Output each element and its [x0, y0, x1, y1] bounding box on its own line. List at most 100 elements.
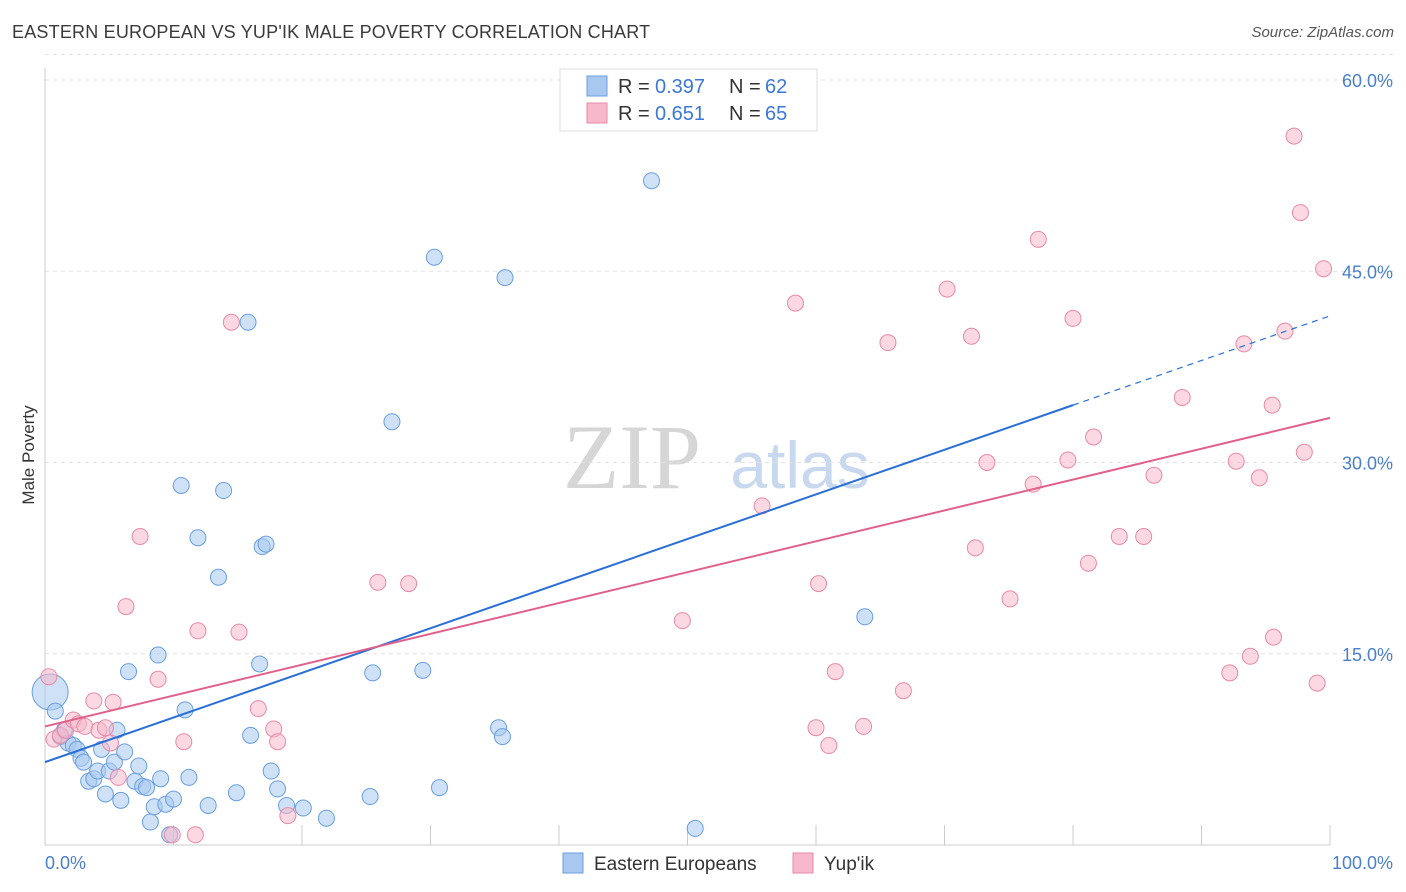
bottom-legend-swatch-yupik — [792, 852, 814, 874]
point-yupik — [85, 692, 103, 710]
point-yupik — [820, 737, 838, 755]
legend-r-value-1: 0.397 — [655, 76, 705, 98]
trend-line-extension-eastern-european — [1072, 315, 1331, 406]
legend-swatch-eastern-europeans — [586, 75, 608, 97]
point-yupik — [879, 334, 897, 352]
point-yupik — [96, 719, 114, 737]
point-yupik — [1110, 527, 1128, 545]
point-eastern-european — [493, 728, 511, 746]
x-tick-label-min: 0.0% — [45, 853, 86, 873]
legend-swatch-yupik — [586, 102, 608, 124]
point-eastern-european — [251, 655, 269, 673]
point-yupik — [1315, 260, 1333, 278]
point-yupik — [962, 327, 980, 345]
y-tick-label: 15.0% — [1342, 645, 1393, 665]
point-yupik — [40, 668, 58, 686]
trend-line-yupik — [44, 416, 1331, 728]
point-yupik — [1173, 388, 1191, 406]
point-eastern-european — [686, 819, 704, 837]
point-eastern-european — [130, 757, 148, 775]
point-yupik — [175, 733, 193, 751]
point-eastern-european — [430, 779, 448, 797]
point-eastern-european — [96, 785, 114, 803]
point-eastern-european — [189, 529, 207, 547]
point-yupik — [117, 598, 135, 616]
legend-n-label-1: N = — [729, 76, 761, 98]
y-tick-label: 60.0% — [1342, 71, 1393, 91]
point-yupik — [1227, 452, 1245, 470]
point-yupik — [978, 454, 996, 471]
point-yupik — [149, 670, 167, 688]
data-points — [31, 127, 1333, 844]
point-yupik — [786, 294, 804, 312]
point-yupik — [1135, 527, 1153, 545]
point-eastern-european — [425, 248, 443, 266]
watermark: ZIP atlas — [563, 406, 870, 508]
point-yupik — [163, 826, 181, 844]
point-eastern-european — [199, 796, 217, 814]
point-eastern-european — [180, 768, 198, 786]
bottom-legend-eastern-europeans: Eastern Europeans — [594, 854, 757, 875]
point-yupik — [1308, 674, 1326, 692]
point-yupik — [1250, 469, 1268, 487]
watermark-zip: ZIP — [563, 406, 701, 508]
point-eastern-european — [262, 762, 280, 780]
point-yupik — [1221, 664, 1239, 682]
point-yupik — [222, 313, 240, 331]
point-yupik — [1085, 428, 1103, 446]
legend-r-label-2: R = — [618, 103, 650, 125]
point-eastern-european — [361, 788, 379, 806]
point-eastern-european — [149, 646, 167, 664]
trend-lines — [44, 315, 1331, 764]
point-eastern-european — [172, 476, 190, 494]
point-yupik — [1295, 443, 1313, 461]
point-eastern-european — [75, 753, 93, 771]
point-eastern-european — [120, 663, 138, 681]
point-yupik — [807, 719, 825, 737]
point-yupik — [230, 623, 248, 641]
point-eastern-european — [496, 269, 514, 287]
y-tick-label: 30.0% — [1342, 454, 1393, 474]
point-eastern-european — [116, 743, 134, 761]
point-yupik — [1291, 204, 1309, 222]
point-eastern-european — [414, 661, 432, 679]
point-yupik — [1235, 335, 1253, 353]
point-yupik — [1059, 451, 1077, 469]
bottom-legend-swatch-eastern-europeans — [562, 852, 584, 874]
point-eastern-european — [239, 313, 257, 331]
point-yupik — [1285, 127, 1303, 145]
legend-r-label-1: R = — [618, 76, 650, 98]
point-eastern-european — [152, 770, 170, 788]
point-eastern-european — [643, 172, 661, 190]
x-tick-label-max: 100.0% — [1332, 853, 1393, 873]
point-yupik — [1064, 309, 1082, 327]
point-eastern-european — [856, 608, 874, 626]
point-yupik — [369, 573, 387, 591]
point-eastern-european — [317, 809, 335, 827]
point-yupik — [1145, 466, 1163, 484]
point-yupik — [186, 826, 204, 844]
point-yupik — [1079, 554, 1097, 572]
point-eastern-european — [138, 779, 156, 797]
legend-n-label-2: N = — [729, 103, 761, 125]
point-eastern-european — [257, 535, 275, 553]
point-yupik — [109, 768, 127, 786]
y-axis-label: Male Poverty — [19, 405, 38, 505]
point-eastern-european — [46, 702, 64, 720]
legend: R = 0.397 N = 62 R = 0.651 N = 65 — [559, 68, 818, 132]
point-yupik — [279, 807, 297, 825]
legend-n-value-2: 65 — [765, 103, 787, 125]
point-eastern-european — [141, 813, 159, 831]
point-yupik — [76, 717, 94, 735]
point-yupik — [269, 733, 287, 751]
source-label: Source: ZipAtlas.com — [1251, 24, 1394, 41]
point-yupik — [189, 622, 207, 640]
trend-line-eastern-european — [44, 404, 1074, 764]
point-yupik — [1241, 647, 1259, 665]
point-yupik — [1029, 230, 1047, 248]
point-eastern-european — [215, 482, 233, 500]
point-yupik — [1001, 590, 1019, 608]
point-yupik — [400, 575, 418, 593]
point-eastern-european — [112, 791, 130, 809]
